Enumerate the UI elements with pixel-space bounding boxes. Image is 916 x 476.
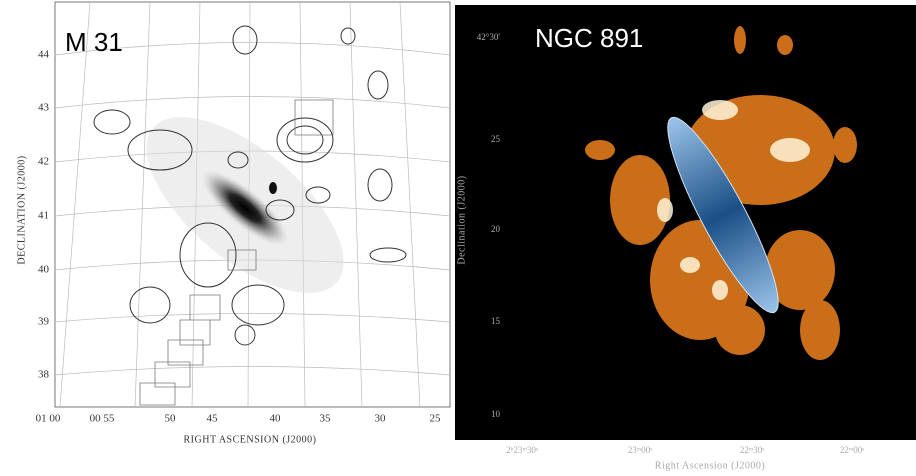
y-tick-label: 43 (38, 102, 50, 114)
y-tick-label: 41 (38, 210, 49, 222)
y-tick-label: 25 (491, 134, 501, 144)
y-tick-label: 40 (38, 264, 50, 276)
x-tick-label: 23ᵐ00ˢ (628, 445, 652, 455)
m31-image (55, 2, 450, 407)
left-title: M 31 (65, 27, 123, 57)
y-tick-label: 20 (491, 224, 501, 234)
x-tick-label: 22ᵐ00ˢ (840, 445, 864, 455)
y-tick-label: 42 (38, 156, 49, 168)
x-tick-label: 40 (270, 413, 282, 425)
left-x-axis-label: RIGHT ASCENSION (J2000) (184, 434, 317, 445)
x-tick-label: 25 (430, 413, 442, 425)
x-tick-label: 35 (320, 413, 332, 425)
y-tick-label: 10 (491, 409, 501, 419)
right-x-axis-label: Right Ascension (J2000) (655, 460, 765, 471)
y-tick-label: 42°30' (477, 32, 501, 42)
y-tick-label: 15 (491, 316, 501, 326)
ngc891-image (455, 5, 916, 440)
right-y-axis-label: Declination (J2000) (456, 175, 467, 264)
x-tick-label: 22ᵐ30ˢ (740, 445, 764, 455)
y-tick-label: 39 (38, 316, 50, 328)
y-tick-label: 38 (38, 369, 50, 381)
left-y-axis-label: DECLINATION (J2000) (16, 155, 27, 264)
right-title: NGC 891 (535, 23, 643, 53)
x-tick-label: 2ʰ23ᵐ30ˢ (506, 445, 538, 455)
x-tick-label: 50 (165, 413, 177, 425)
x-tick-label: 30 (375, 413, 387, 425)
x-tick-label: 45 (207, 413, 219, 425)
figure: M 31 DECLINATION (J2000) RIGHT ASCENSION… (0, 0, 916, 476)
x-tick-label: 00 55 (90, 413, 115, 425)
x-tick-label: 01 00 (36, 413, 61, 425)
y-tick-label: 44 (38, 49, 50, 61)
